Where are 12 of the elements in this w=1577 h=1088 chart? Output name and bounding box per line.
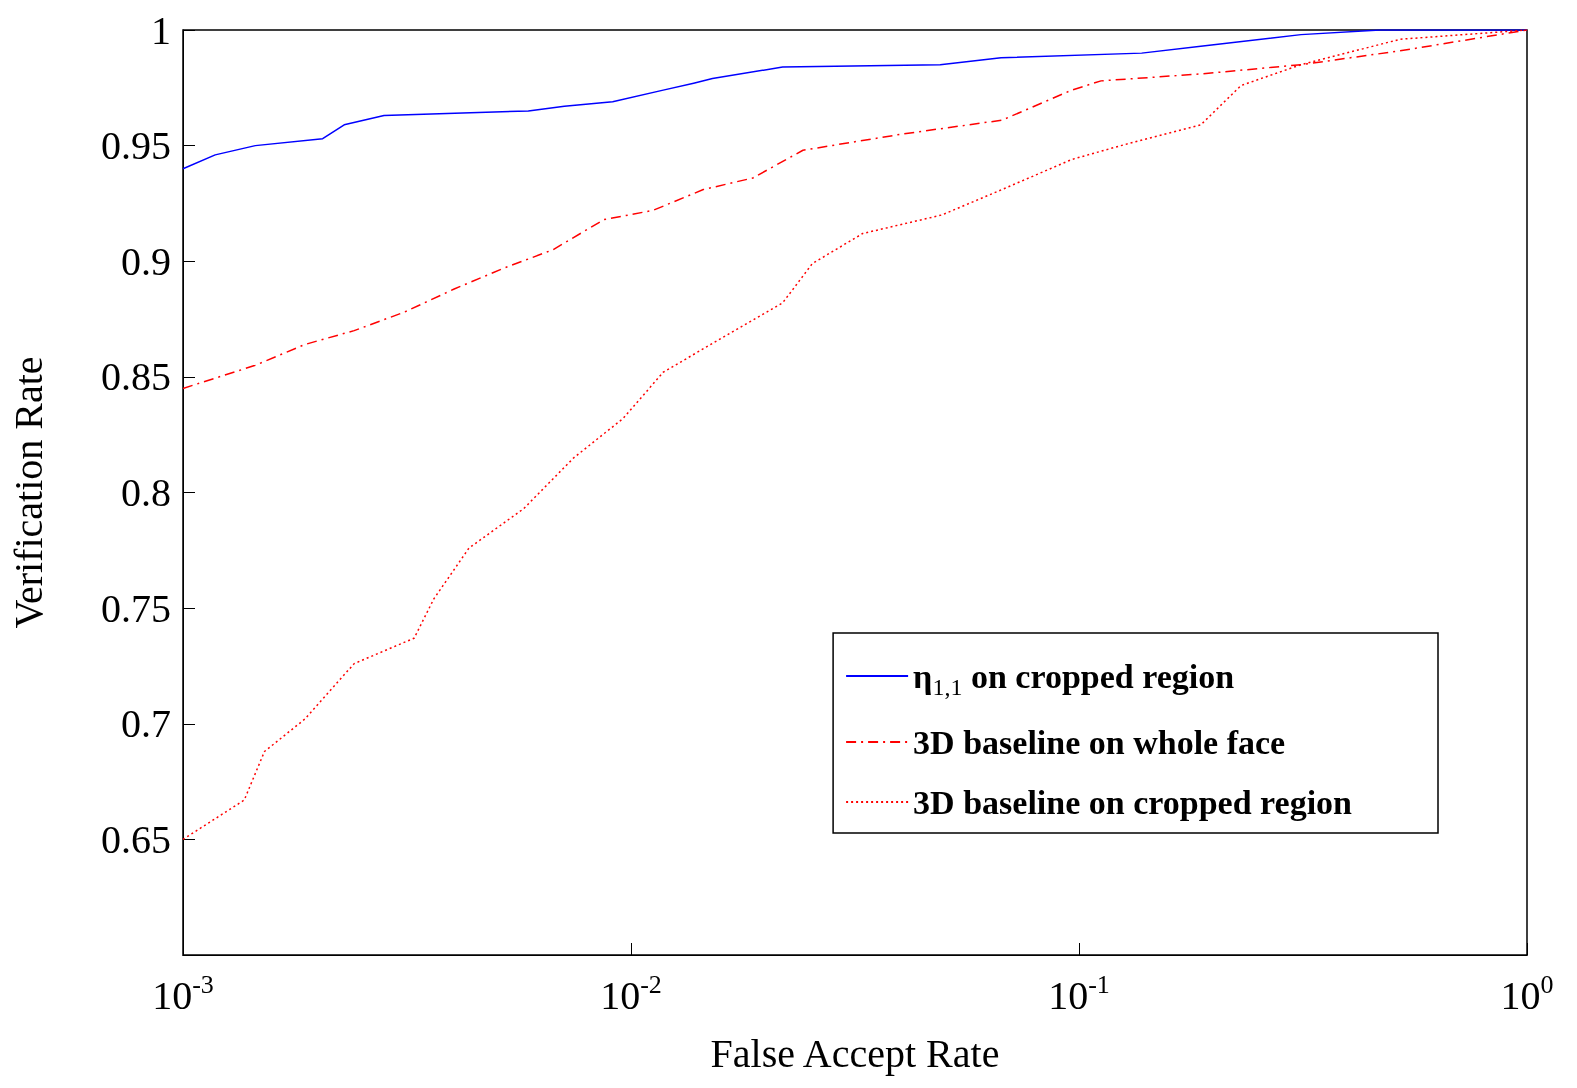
- legend-label: 3D baseline on whole face: [913, 723, 1286, 761]
- y-tick-label: 0.75: [101, 585, 171, 631]
- legend-label: 3D baseline on cropped region: [913, 783, 1353, 821]
- y-tick-label: 0.65: [101, 816, 171, 862]
- y-tick-label: 0.85: [101, 354, 171, 400]
- y-tick-label: 0.9: [121, 238, 171, 284]
- y-tick-label: 0.95: [101, 123, 171, 169]
- y-tick-label: 0.8: [121, 470, 171, 515]
- y-tick-label: 1: [151, 7, 171, 53]
- x-axis-title: False Accept Rate: [710, 1030, 1000, 1076]
- y-axis-title: Verification Rate: [5, 356, 51, 629]
- y-tick-label: 0.7: [121, 701, 171, 747]
